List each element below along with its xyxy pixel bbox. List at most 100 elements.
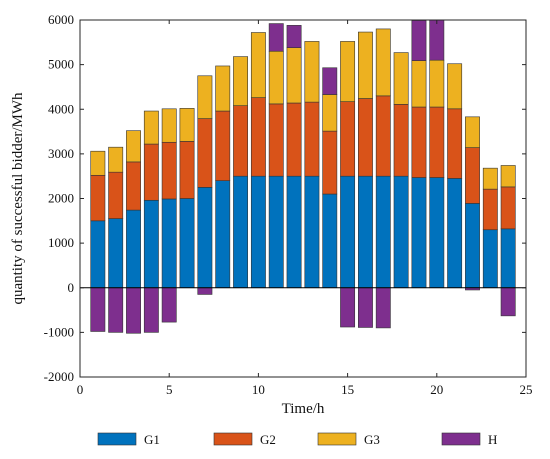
- legend-item-h: H: [441, 432, 497, 447]
- bar-g2-t7: [197, 118, 213, 188]
- bar-g1-t22: [465, 203, 480, 289]
- bar-g2-t1: [90, 174, 106, 222]
- bar-g2-t20: [429, 106, 445, 178]
- bar-g2-t17: [375, 95, 391, 177]
- bar-g1-t12: [286, 175, 302, 289]
- bar-g2-t4: [143, 143, 159, 201]
- legend-swatch: [213, 432, 253, 446]
- y-tick-label: 4000: [48, 101, 74, 116]
- y-tick-label: 2000: [48, 191, 74, 206]
- tick-labels-layer: 0 5 10 15 20 25 -2000 -1000 0 1000 2000 3000 4000 500…: [44, 12, 533, 397]
- bar-g1-t24: [500, 228, 516, 289]
- bar-g2-t21: [447, 108, 463, 179]
- bars-layer: [90, 19, 516, 334]
- bar-h-t2: [108, 287, 124, 333]
- x-tick-label: 5: [166, 382, 173, 397]
- bar-g2-t3: [126, 161, 141, 211]
- bar-g2-t19: [411, 106, 427, 178]
- x-tick-label: 20: [430, 382, 443, 397]
- legend-item-g3: G3: [317, 432, 380, 447]
- bar-g3-t18: [393, 52, 409, 105]
- legend-swatch: [97, 432, 137, 446]
- y-axis-title: quantity of successful bidder/MWh: [10, 92, 26, 305]
- bar-g3-t5: [161, 108, 177, 143]
- bar-g1-t3: [126, 209, 141, 289]
- bar-g1-t20: [429, 177, 445, 289]
- bar-h-t16: [358, 287, 373, 328]
- bar-g2-t6: [179, 141, 195, 199]
- bar-h-t11: [268, 23, 284, 52]
- bar-h-t24: [500, 287, 516, 317]
- bar-g2-t14: [322, 130, 338, 195]
- x-tick-label: 15: [341, 382, 354, 397]
- bar-g1-t11: [268, 175, 284, 289]
- bar-g2-t12: [286, 102, 302, 177]
- bar-h-t19: [411, 20, 427, 61]
- legend-label: G3: [364, 432, 380, 447]
- bar-g3-t24: [500, 165, 516, 188]
- bar-g3-t11: [268, 50, 284, 105]
- legend-swatch: [317, 432, 357, 446]
- bar-g1-t19: [411, 177, 427, 289]
- y-tick-label: 6000: [48, 12, 74, 27]
- bar-g2-t8: [215, 110, 231, 181]
- y-tick-label: -1000: [44, 324, 74, 339]
- bar-g3-t3: [126, 130, 141, 163]
- bar-g3-t7: [197, 75, 213, 119]
- ticks-layer: [79, 19, 527, 378]
- bar-g3-t1: [90, 150, 106, 176]
- bar-g1-t9: [233, 175, 248, 289]
- bar-h-t12: [286, 25, 302, 48]
- bar-g1-t16: [358, 175, 373, 289]
- legend-swatch: [441, 432, 481, 446]
- bar-g3-t16: [358, 31, 373, 99]
- bar-g2-t5: [161, 141, 177, 200]
- bar-g1-t14: [322, 193, 338, 289]
- bar-h-t7: [197, 287, 213, 295]
- bar-g1-t6: [179, 198, 195, 289]
- bar-g3-t9: [233, 56, 248, 106]
- legend-item-g1: G1: [97, 432, 160, 447]
- bar-g1-t7: [197, 187, 213, 289]
- bar-g2-t2: [108, 171, 124, 219]
- bar-g3-t22: [465, 116, 480, 148]
- bar-g3-t15: [340, 41, 356, 102]
- bar-h-t17: [375, 287, 391, 329]
- bar-h-t4: [143, 287, 159, 333]
- bar-g2-t24: [500, 186, 516, 230]
- bar-h-t1: [90, 287, 106, 332]
- bar-g3-t19: [411, 60, 427, 108]
- bar-g1-t23: [482, 229, 498, 289]
- bar-g1-t17: [375, 175, 391, 289]
- bar-h-t14: [322, 67, 338, 95]
- bar-g3-t17: [375, 28, 391, 97]
- bar-g1-t8: [215, 180, 231, 289]
- bar-g3-t2: [108, 146, 124, 173]
- bar-g3-t21: [447, 63, 463, 110]
- x-tick-label: 0: [77, 382, 84, 397]
- bar-g1-t5: [161, 198, 177, 289]
- legend-label: H: [488, 432, 497, 447]
- y-tick-label: 0: [68, 280, 75, 295]
- y-tick-label: 3000: [48, 146, 74, 161]
- bar-g2-t15: [340, 101, 356, 177]
- legend-label: G1: [144, 432, 160, 447]
- legend: G1 G2 G3 H: [97, 432, 497, 447]
- x-tick-label: 10: [252, 382, 265, 397]
- bar-g1-t15: [340, 175, 356, 289]
- bar-g1-t18: [393, 175, 409, 289]
- bar-h-t15: [340, 287, 356, 328]
- bar-g2-t10: [250, 97, 266, 177]
- x-axis-title: Time/h: [282, 401, 325, 417]
- bar-g2-t13: [304, 101, 320, 177]
- bar-g3-t23: [482, 167, 498, 190]
- y-tick-label: -2000: [44, 369, 74, 384]
- bar-h-t3: [126, 287, 141, 334]
- x-tick-label: 25: [520, 382, 533, 397]
- bar-g3-t13: [304, 41, 320, 103]
- bar-g2-t23: [482, 188, 498, 231]
- bar-g3-t8: [215, 65, 231, 112]
- bar-g2-t22: [465, 147, 480, 204]
- bar-g1-t2: [108, 218, 124, 289]
